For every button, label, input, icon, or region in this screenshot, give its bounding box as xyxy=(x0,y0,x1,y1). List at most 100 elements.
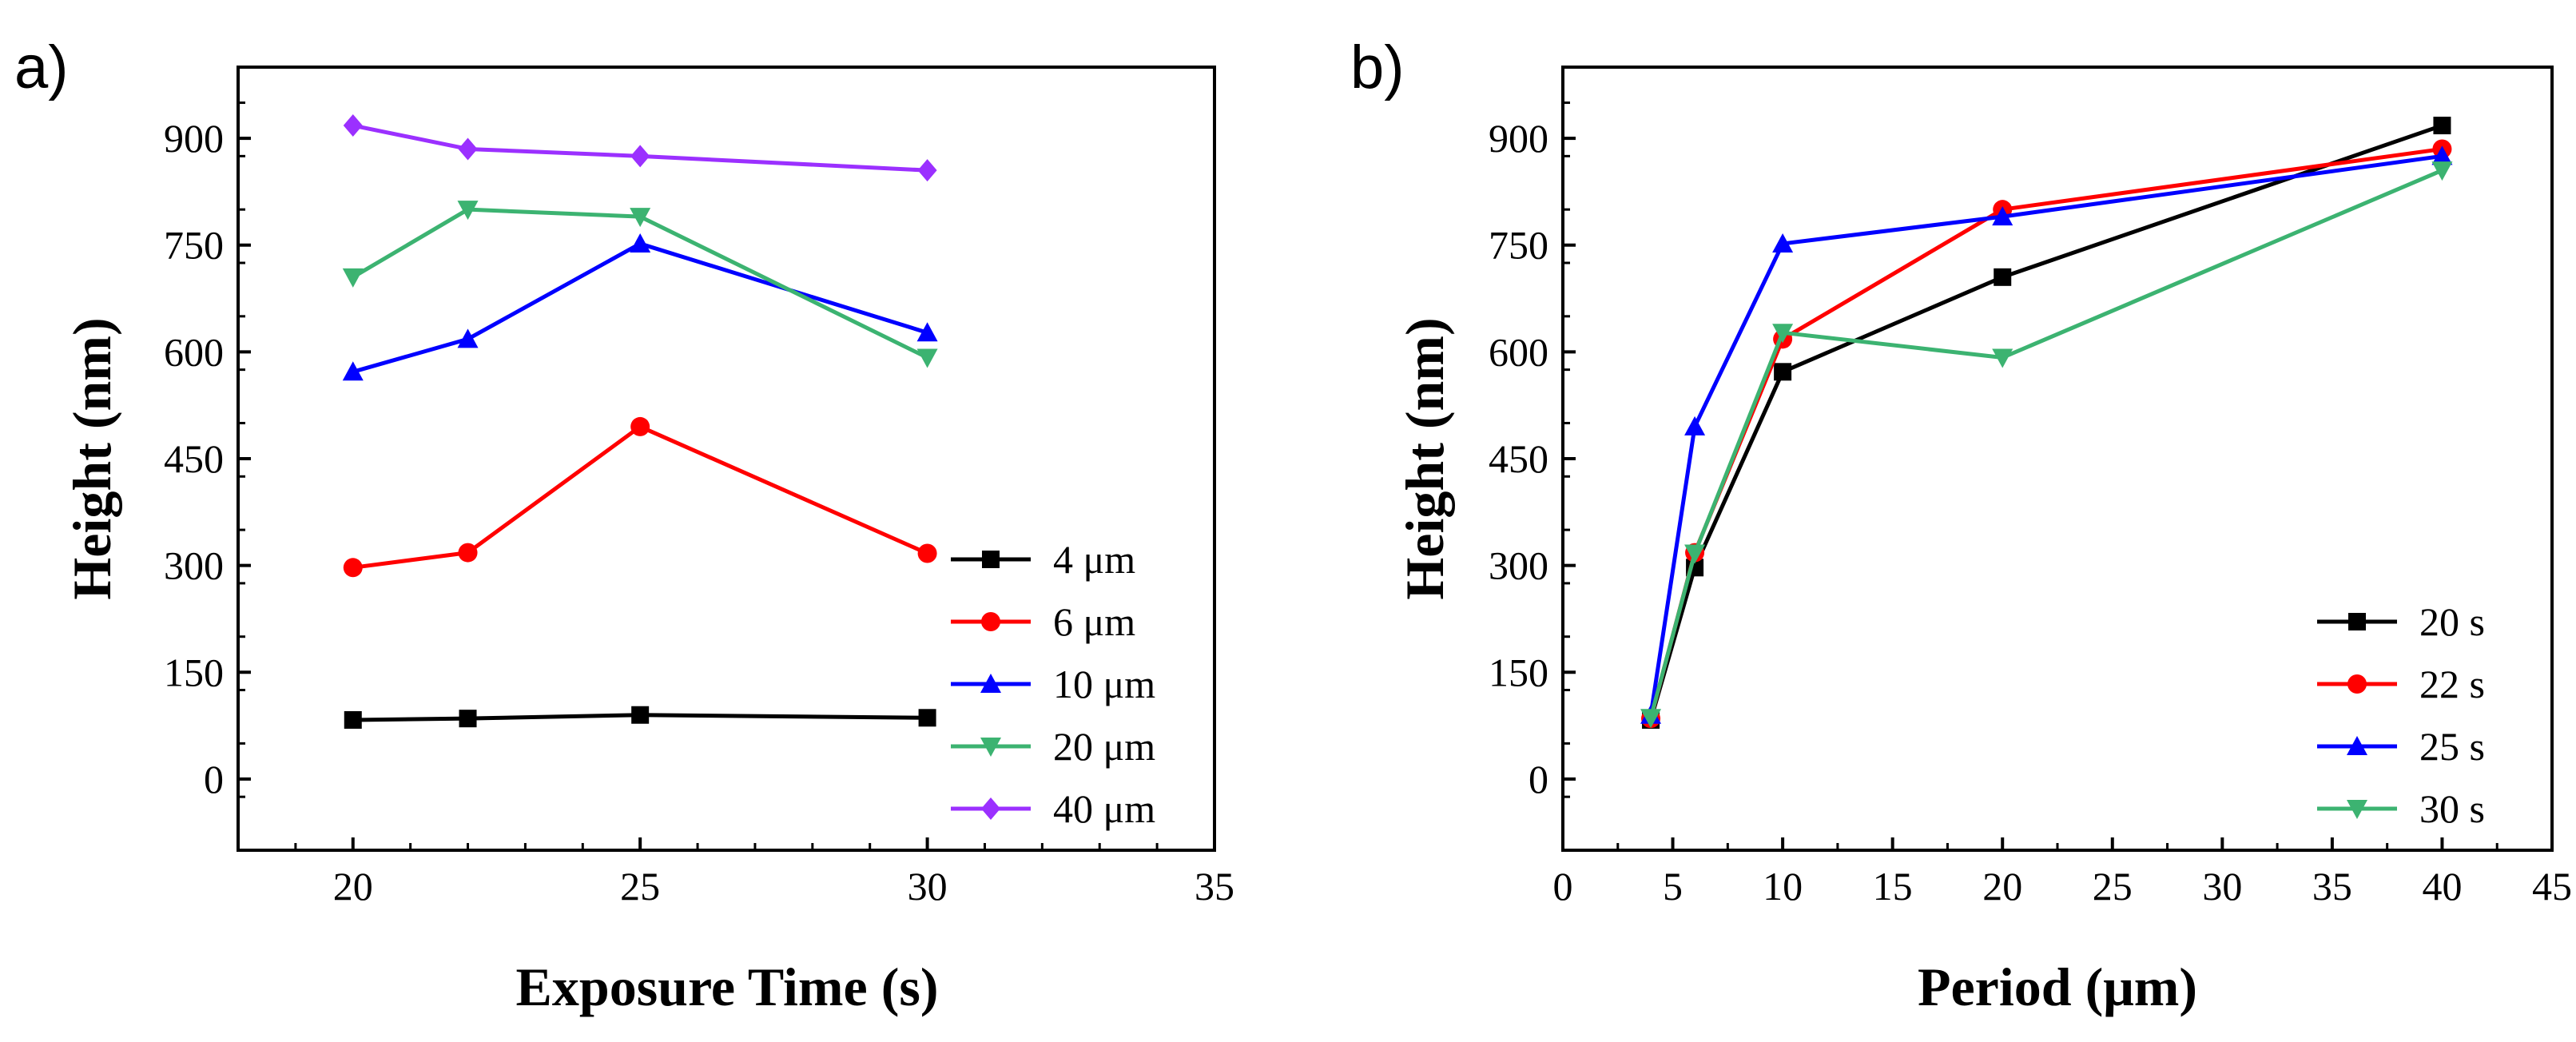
series-layer-a xyxy=(342,114,938,729)
series-line-a-6-m xyxy=(352,424,928,570)
y-tick-label-b-450: 450 xyxy=(1489,436,1548,481)
series-line-b-20-s xyxy=(1648,123,2443,721)
x-tick-label-a-30: 30 xyxy=(908,864,948,909)
data-point-a-10-m-22 xyxy=(457,328,479,348)
tick-labels-a: 20 25 30 35 0 150 300 450 600 750 900 xyxy=(164,116,1234,909)
x-tick-label-b-20: 20 xyxy=(1982,864,2022,909)
series-line-a-10-m xyxy=(352,241,928,374)
legend-marker-b-20-s xyxy=(2348,613,2366,630)
y-tick-label-a-0: 0 xyxy=(204,757,224,801)
y-axis-title-a: Height (nm) xyxy=(62,317,122,599)
legend-marker-a-20-m xyxy=(980,738,1001,757)
x-tick-label-b-35: 35 xyxy=(2312,864,2352,909)
legend-label-b-20-s: 20 s xyxy=(2419,599,2485,644)
series-line-b-30-s xyxy=(1648,168,2443,718)
data-point-b-30-s-40 xyxy=(2431,161,2453,181)
y-tick-label-a-450: 450 xyxy=(164,436,224,481)
series-line-b-25-s xyxy=(1648,153,2443,716)
chart-panel-b: b) 0 5 10 15 20 25 30 35 40 450150300450600750900… xyxy=(1350,34,2572,1017)
data-point-b-20-s-10 xyxy=(1774,363,1792,381)
y-tick-label-a-150: 150 xyxy=(164,650,224,694)
x-tick-label-b-45: 45 xyxy=(2532,864,2572,909)
y-tick-label-a-300: 300 xyxy=(164,543,224,588)
data-point-b-20-s-20 xyxy=(1994,268,2012,286)
x-tick-label-b-5: 5 xyxy=(1663,864,1683,909)
data-point-a-10-m-30 xyxy=(916,322,938,342)
legend-marker-a-6-m xyxy=(981,612,1000,631)
data-point-a-6-m-22 xyxy=(458,543,478,563)
y-tick-label-b-0: 0 xyxy=(1529,757,1548,801)
series-line-a-40-m xyxy=(352,123,928,173)
series-line-a-4-m xyxy=(352,713,928,722)
x-tick-label-a-20: 20 xyxy=(333,864,373,909)
data-point-a-4-m-30 xyxy=(918,709,936,727)
x-tick-label-b-0: 0 xyxy=(1553,864,1573,909)
data-point-b-25-s-20 xyxy=(1992,206,2013,226)
data-point-b-30-s-20 xyxy=(1992,348,2013,368)
data-point-a-10-m-25 xyxy=(630,233,651,253)
legend-marker-b-25-s xyxy=(2347,736,2367,755)
legend-label-b-25-s: 25 s xyxy=(2419,724,2485,769)
data-point-a-4-m-22 xyxy=(459,710,477,728)
data-point-a-40-m-20 xyxy=(343,114,363,137)
data-point-a-6-m-20 xyxy=(343,558,363,578)
legend-label-a-6-m: 6 μm xyxy=(1053,599,1135,644)
data-point-b-20-s-40 xyxy=(2433,117,2451,135)
x-tick-label-b-40: 40 xyxy=(2422,864,2462,909)
panel-label-b: b) xyxy=(1350,34,1405,101)
data-point-a-40-m-30 xyxy=(917,159,937,182)
legend-label-b-30-s: 30 s xyxy=(2419,786,2485,831)
legend-marker-b-22-s xyxy=(2347,674,2367,694)
legend-marker-a-10-m xyxy=(980,674,1001,693)
legend-label-b-22-s: 22 s xyxy=(2419,662,2485,706)
ticks-a xyxy=(237,101,1216,850)
data-point-a-20-m-30 xyxy=(916,348,938,368)
data-point-b-30-s-4 xyxy=(1640,709,1662,729)
data-point-a-20-m-20 xyxy=(342,268,364,288)
data-point-b-25-s-6 xyxy=(1684,416,1706,435)
data-point-a-20-m-25 xyxy=(630,208,651,228)
x-tick-label-a-35: 35 xyxy=(1195,864,1234,909)
series-layer-b xyxy=(1640,117,2453,729)
x-tick-label-b-15: 15 xyxy=(1873,864,1913,909)
legend-b: 20 s 22 s 25 s 30 s xyxy=(2317,599,2485,831)
series-line-a-20-m xyxy=(352,207,928,360)
y-tick-label-b-750: 750 xyxy=(1489,223,1548,268)
y-tick-label-b-900: 900 xyxy=(1489,116,1548,161)
x-axis-title-a: Exposure Time (s) xyxy=(516,956,939,1017)
data-point-a-40-m-22 xyxy=(458,137,478,161)
ticks-b xyxy=(1561,101,2554,850)
data-point-a-20-m-22 xyxy=(457,201,479,221)
legend-label-a-20-m: 20 μm xyxy=(1053,724,1155,769)
legend-label-a-40-m: 40 μm xyxy=(1053,786,1155,831)
y-tick-label-b-150: 150 xyxy=(1489,650,1548,694)
data-point-b-25-s-10 xyxy=(1772,233,1794,253)
panel-label-a: a) xyxy=(14,34,69,101)
data-point-b-25-s-40 xyxy=(2431,145,2453,165)
data-point-a-10-m-20 xyxy=(342,361,364,381)
y-tick-label-b-300: 300 xyxy=(1489,543,1548,588)
chart-panel-a: a) 20 25 30 35 0 150 300 450 600 750 900 4 μm 6 μm 1… xyxy=(14,34,1234,1017)
data-point-a-6-m-25 xyxy=(630,416,650,436)
legend-a: 4 μm 6 μm 10 μm 20 μm 40 μm xyxy=(951,537,1155,831)
x-tick-label-a-25: 25 xyxy=(620,864,660,909)
y-tick-label-a-600: 600 xyxy=(164,329,224,374)
legend-label-a-4-m: 4 μm xyxy=(1053,537,1135,582)
y-tick-label-a-900: 900 xyxy=(164,116,224,161)
data-point-a-4-m-25 xyxy=(631,706,650,724)
y-tick-label-b-600: 600 xyxy=(1489,329,1548,374)
data-point-a-4-m-20 xyxy=(344,710,362,729)
x-axis-title-b: Period (μm) xyxy=(1918,956,2197,1017)
data-point-a-6-m-30 xyxy=(917,543,937,563)
series-line-b-22-s xyxy=(1648,146,2443,719)
y-axis-title-b: Height (nm) xyxy=(1394,317,1455,599)
data-point-b-30-s-6 xyxy=(1684,544,1706,564)
legend-label-a-10-m: 10 μm xyxy=(1053,662,1155,706)
y-tick-label-a-750: 750 xyxy=(164,223,224,268)
x-tick-label-b-25: 25 xyxy=(2093,864,2133,909)
legend-marker-a-4-m xyxy=(982,551,1000,568)
x-tick-label-b-30: 30 xyxy=(2202,864,2242,909)
x-tick-label-b-10: 10 xyxy=(1763,864,1803,909)
